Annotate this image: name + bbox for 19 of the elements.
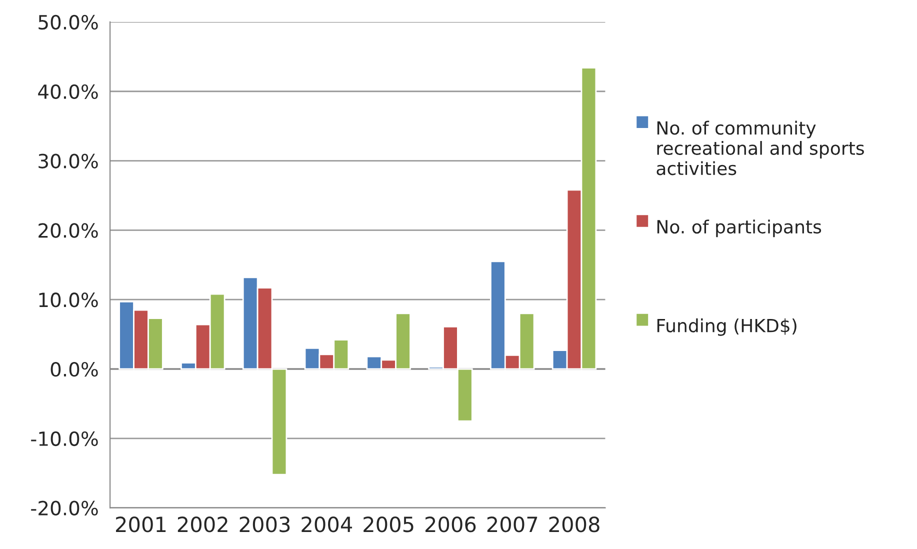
x-tick-label: 2002 <box>178 516 228 532</box>
x-tick-label: 2001 <box>116 516 166 532</box>
y-tick-label: 0.0% <box>50 362 98 377</box>
y-tick-label: -20.0% <box>31 500 98 516</box>
y-tick-label: -10.0% <box>31 431 98 446</box>
x-tick-label: 2003 <box>240 516 290 532</box>
legend-label: No. of community recreational and sports activities <box>656 120 864 176</box>
y-tick-label: 30.0% <box>38 154 98 168</box>
legend-label: Funding (HKD$) <box>657 318 796 336</box>
y-tick-label: 50.0% <box>38 14 98 30</box>
x-tick-label: 2006 <box>425 516 476 532</box>
x-tick-label: 2004 <box>302 516 352 532</box>
y-tick-label: 10.0% <box>39 292 98 308</box>
x-tick-label: 2007 <box>487 516 538 532</box>
legend-label: No. of participants <box>657 220 822 238</box>
x-tick-label: 2008 <box>549 516 600 532</box>
y-tick-label: 20.0% <box>38 223 98 238</box>
y-tick-label: 40.0% <box>38 84 98 100</box>
x-tick-label: 2005 <box>364 516 414 532</box>
